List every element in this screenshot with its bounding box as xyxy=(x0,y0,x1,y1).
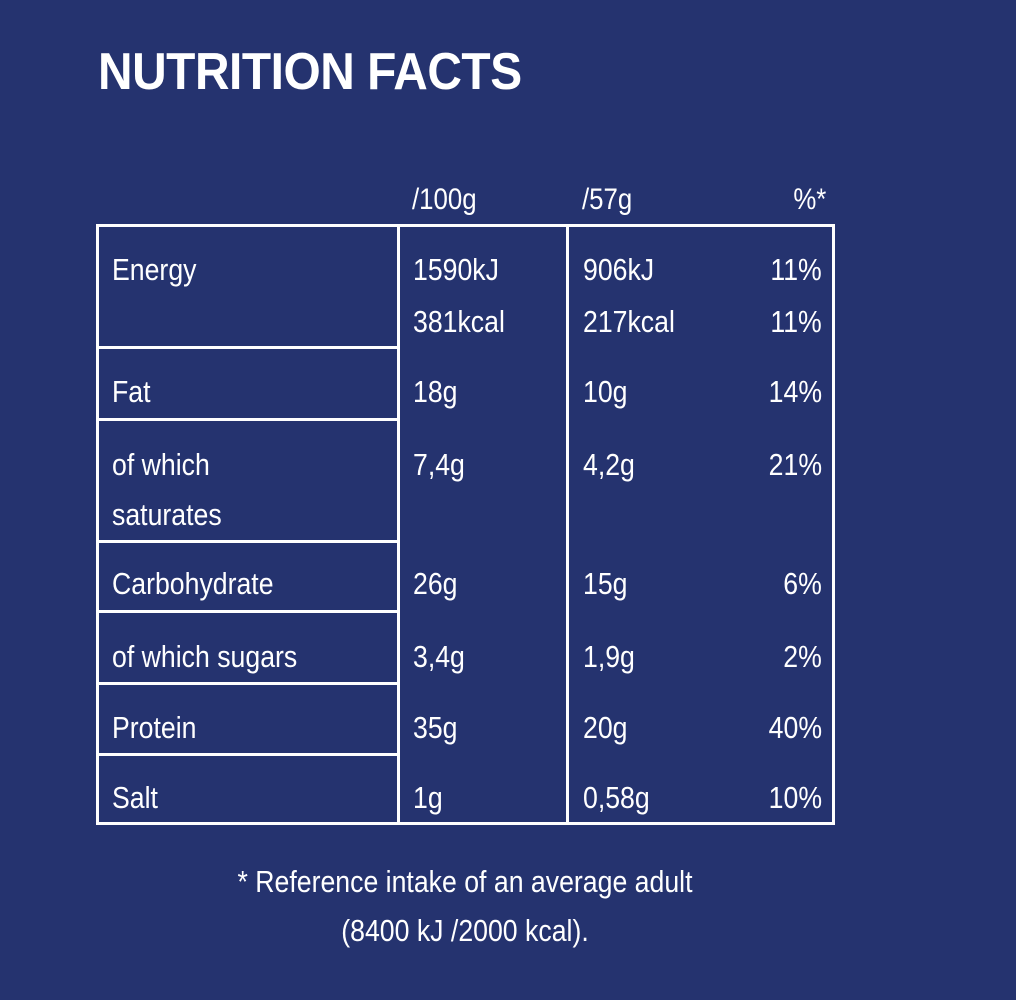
carbohydrate-per-100g: 26g xyxy=(413,566,458,601)
row-divider-energy xyxy=(96,346,400,349)
reference-intake-values: (8400 kJ /2000 kcal). xyxy=(341,913,589,948)
protein-per-serving: 20g xyxy=(583,710,628,745)
salt-per-100g: 1g xyxy=(413,780,443,815)
energy-per-serving-kj: 906kJ xyxy=(583,252,655,287)
column-header-percent: %* xyxy=(793,183,826,216)
nutrient-label-saturates-line-1: of which xyxy=(112,447,210,482)
page-title: NUTRITION FACTS xyxy=(98,43,522,101)
nutrient-label-fat: Fat xyxy=(112,374,151,409)
nutrient-label-salt: Salt xyxy=(112,780,158,815)
protein-per-100g: 35g xyxy=(413,710,458,745)
energy-percent-kj: 11% xyxy=(770,252,822,287)
carbohydrate-per-serving: 15g xyxy=(583,566,628,601)
nutrient-label-carbohydrate: Carbohydrate xyxy=(112,566,274,601)
row-divider-carbohydrate xyxy=(96,610,400,613)
column-divider-2 xyxy=(566,224,569,825)
sugars-percent: 2% xyxy=(783,639,822,674)
salt-percent: 10% xyxy=(768,780,822,815)
protein-percent: 40% xyxy=(768,710,822,745)
row-divider-fat xyxy=(96,418,400,421)
fat-per-100g: 18g xyxy=(413,374,458,409)
reference-intake-footnote: * Reference intake of an average adult xyxy=(237,864,693,899)
saturates-per-serving: 4,2g xyxy=(583,447,635,482)
row-divider-sugars xyxy=(96,682,400,685)
nutrition-table xyxy=(96,224,835,825)
energy-percent-kcal: 11% xyxy=(770,304,822,339)
nutrient-label-sugars: of which sugars xyxy=(112,639,298,674)
saturates-per-100g: 7,4g xyxy=(413,447,465,482)
column-divider-1 xyxy=(397,224,400,825)
column-header-per-100g: /100g xyxy=(412,183,477,216)
nutrient-label-energy: Energy xyxy=(112,252,197,287)
sugars-per-100g: 3,4g xyxy=(413,639,465,674)
nutrient-label-protein: Protein xyxy=(112,710,197,745)
row-divider-protein xyxy=(96,753,400,756)
energy-per-100g-kj: 1590kJ xyxy=(413,252,499,287)
salt-per-serving: 0,58g xyxy=(583,780,650,815)
saturates-percent: 21% xyxy=(768,447,822,482)
energy-per-100g-kcal: 381kcal xyxy=(413,304,505,339)
carbohydrate-percent: 6% xyxy=(783,566,822,601)
column-header-per-serving: /57g xyxy=(582,183,633,216)
row-divider-saturates xyxy=(96,540,400,543)
energy-per-serving-kcal: 217kcal xyxy=(583,304,675,339)
sugars-per-serving: 1,9g xyxy=(583,639,635,674)
nutrient-label-saturates-line-2: saturates xyxy=(112,497,222,532)
fat-percent: 14% xyxy=(768,374,822,409)
fat-per-serving: 10g xyxy=(583,374,628,409)
